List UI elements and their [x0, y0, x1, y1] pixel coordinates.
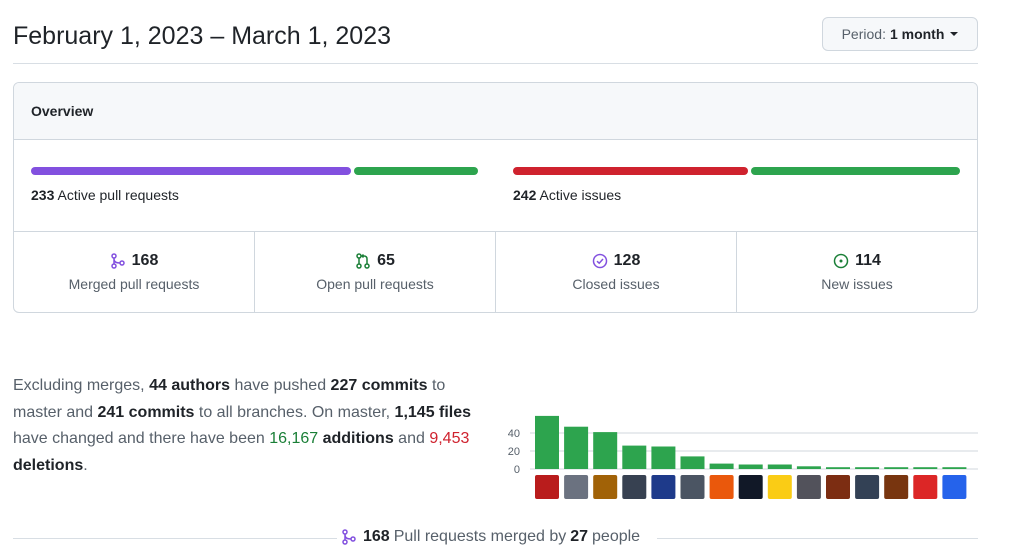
- summary-text: and: [398, 430, 425, 447]
- active-pull-requests-caption: 233 Active pull requests: [31, 187, 179, 203]
- footer-merged-count: 168: [363, 528, 390, 545]
- overview-bars: 233 Active pull requests 242 Active issu…: [14, 140, 977, 232]
- files-changed-count: 1,145 files: [394, 403, 472, 421]
- chart-bar[interactable]: [535, 415, 559, 469]
- contributor-avatar[interactable]: [535, 475, 559, 499]
- merged-pr-label: Merged pull requests: [68, 276, 200, 292]
- contributor-avatar[interactable]: [593, 475, 618, 499]
- git-merge-icon: [342, 529, 356, 545]
- contributor-avatar[interactable]: [796, 475, 821, 499]
- contributor-avatar[interactable]: [564, 475, 589, 499]
- chart-bar[interactable]: [884, 467, 909, 469]
- summary-text: have changed and there have been: [13, 430, 265, 447]
- commit-summary: Excluding merges, 44 authors have pushed…: [13, 373, 483, 479]
- open-pr-segment[interactable]: [353, 167, 478, 175]
- active-pr-count: 233: [31, 187, 55, 203]
- active-issues-label: Active issues: [539, 187, 622, 203]
- closed-issues-stat[interactable]: 128 Closed issues: [496, 232, 737, 312]
- chart-bar[interactable]: [651, 446, 676, 470]
- active-pr-label: Active pull requests: [57, 187, 179, 203]
- new-issues-segment[interactable]: [751, 167, 960, 175]
- y-tick-label: 0: [514, 464, 520, 476]
- issues-bar[interactable]: [513, 167, 960, 175]
- chart-bar[interactable]: [942, 467, 967, 469]
- contributor-avatar[interactable]: [738, 475, 763, 499]
- chart-bar[interactable]: [738, 464, 763, 470]
- summary-text: .: [83, 456, 88, 474]
- git-pull-request-icon: [356, 253, 370, 269]
- additions-count: 16,167: [269, 430, 319, 447]
- additions-label: additions: [322, 430, 394, 447]
- chart-bar[interactable]: [826, 467, 850, 469]
- pull-requests-bar[interactable]: [31, 167, 478, 175]
- issue-opened-icon: [833, 253, 849, 269]
- closed-issues-count: 128: [613, 252, 641, 269]
- contributor-avatar[interactable]: [942, 475, 967, 499]
- deletions-count: 9,453: [429, 430, 470, 447]
- new-issues-label: New issues: [821, 276, 893, 292]
- summary-text: to all branches. On master,: [198, 403, 391, 421]
- footer-divider-right: [657, 538, 978, 539]
- merged-pr-segment[interactable]: [31, 167, 351, 175]
- open-pull-requests-stat[interactable]: 65 Open pull requests: [255, 232, 496, 312]
- git-merge-icon: [110, 253, 125, 269]
- contributor-avatar[interactable]: [767, 475, 792, 499]
- merged-pr-footer: 168 Pull requests merged by 27 people: [337, 528, 657, 546]
- header-divider: [13, 63, 978, 64]
- open-pr-count: 65: [377, 252, 395, 269]
- period-dropdown-button[interactable]: Period: 1 month: [822, 17, 978, 51]
- y-tick-label: 20: [508, 446, 520, 458]
- footer-people-count: 27: [570, 528, 589, 545]
- page-title: February 1, 2023 – March 1, 2023: [13, 22, 392, 50]
- chart-bar[interactable]: [593, 432, 618, 469]
- contributor-avatar[interactable]: [709, 475, 734, 499]
- summary-text: Excluding merges,: [13, 377, 145, 394]
- merged-pull-requests-stat[interactable]: 168 Merged pull requests: [14, 232, 255, 312]
- summary-text: have pushed: [234, 377, 327, 394]
- chart-bar[interactable]: [767, 464, 792, 470]
- chart-bar[interactable]: [564, 426, 589, 469]
- master-commits-link[interactable]: 227 commits: [330, 377, 428, 394]
- new-issues-count: 114: [855, 252, 881, 269]
- contributor-avatar[interactable]: [913, 475, 938, 499]
- overview-header: Overview: [14, 83, 977, 140]
- chart-bar[interactable]: [855, 467, 880, 469]
- commits-bar-chart: 0 20 40: [508, 415, 978, 499]
- deletions-label: deletions: [13, 456, 84, 474]
- footer-text: Pull requests merged by: [393, 528, 567, 545]
- y-tick-label: 40: [508, 428, 520, 440]
- active-issues-caption: 242 Active issues: [513, 187, 621, 203]
- footer-divider-left: [13, 538, 337, 539]
- chart-bar[interactable]: [913, 467, 938, 469]
- contributor-avatar[interactable]: [884, 475, 909, 499]
- chart-bar[interactable]: [709, 463, 734, 469]
- overview-panel: Overview 233 Active pull requests 242 Ac…: [13, 82, 978, 313]
- contributor-avatar[interactable]: [855, 475, 880, 499]
- all-commits-link[interactable]: 241 commits: [97, 403, 195, 421]
- contributor-avatar[interactable]: [826, 475, 850, 499]
- contributor-avatar[interactable]: [622, 475, 647, 499]
- authors-link[interactable]: 44 authors: [149, 377, 230, 394]
- closed-issues-segment[interactable]: [513, 167, 749, 175]
- overview-title: Overview: [31, 103, 94, 119]
- period-value: 1 month: [889, 26, 945, 42]
- merged-pr-count: 168: [131, 252, 159, 269]
- chart-bar[interactable]: [796, 466, 821, 469]
- caret-down-icon: [950, 32, 959, 36]
- contributor-avatar[interactable]: [651, 475, 676, 499]
- chart-bar[interactable]: [622, 445, 647, 469]
- contributor-avatar[interactable]: [680, 475, 705, 499]
- open-pr-label: Open pull requests: [316, 276, 434, 292]
- new-issues-stat[interactable]: 114 New issues: [737, 232, 977, 312]
- active-issues-count: 242: [513, 187, 537, 203]
- footer-text: people: [592, 528, 641, 545]
- closed-issues-label: Closed issues: [572, 276, 660, 292]
- summary-text: to master and: [13, 377, 446, 421]
- issue-closed-icon: [592, 253, 607, 269]
- overview-stats: 168 Merged pull requests 65 Open pull re…: [14, 232, 977, 312]
- period-label: Period:: [841, 26, 886, 42]
- chart-bar[interactable]: [680, 456, 705, 469]
